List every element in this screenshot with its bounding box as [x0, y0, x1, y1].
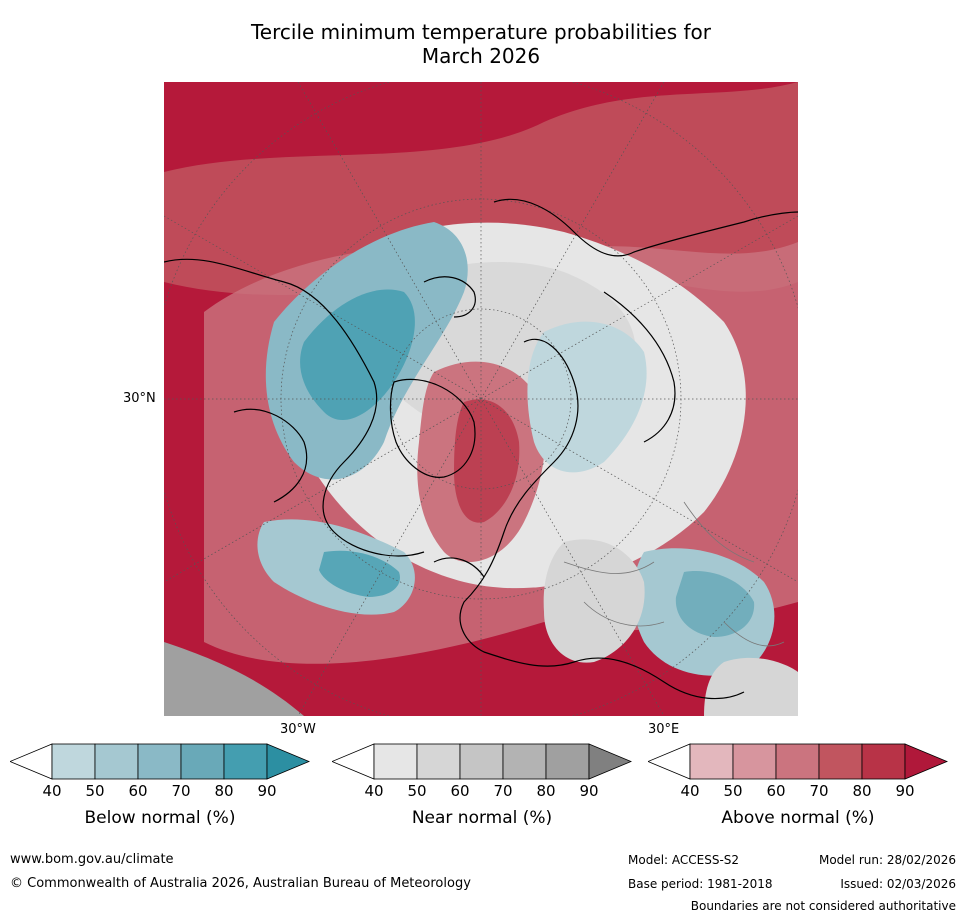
country-boundaries: [563, 501, 785, 647]
cb-above-tick-80: 80: [852, 782, 872, 800]
cb-above-swatch-60-70: [775, 743, 820, 780]
colorbar-below-normal-swatches: [10, 743, 310, 780]
cb-near-min-arrow: [332, 743, 375, 780]
cb-near-swatch-60-70: [459, 743, 504, 780]
cb-near-tick-90: 90: [579, 782, 599, 800]
cb-near-tick-40: 40: [364, 782, 384, 800]
map-title: Tercile minimum temperature probabilitie…: [164, 20, 798, 68]
title-line-1: Tercile minimum temperature probabilitie…: [250, 20, 712, 44]
cb-below-swatch-40-50: [51, 743, 96, 780]
copyright-text: © Commonwealth of Australia 2026, Austra…: [10, 876, 471, 891]
cb-above-tick-60: 60: [766, 782, 786, 800]
cb-below-tick-90: 90: [257, 782, 277, 800]
cb-near-title: Near normal (%): [411, 808, 553, 828]
title-line-2: March 2026: [421, 44, 541, 68]
coastline-europe: [459, 338, 745, 700]
cb-above-tick-90: 90: [895, 782, 915, 800]
cb-below-title: Below normal (%): [84, 808, 236, 828]
coastline-siberia: [493, 198, 798, 257]
boundaries-disclaimer: Boundaries are not considered authoritat…: [690, 899, 956, 913]
cb-near-swatch-50-60: [416, 743, 461, 780]
latitude-label-30n: 30°N: [123, 391, 156, 406]
below-normal-canada-core: [300, 289, 415, 421]
cb-above-tick-70: 70: [809, 782, 829, 800]
issued-date: Issued: 02/03/2026: [840, 877, 956, 891]
cb-near-max-arrow: [588, 743, 632, 780]
cb-below-tick-40: 40: [42, 782, 62, 800]
cb-below-max-arrow: [266, 743, 310, 780]
cb-near-tick-80: 80: [536, 782, 556, 800]
boundary-4: [723, 621, 785, 647]
cb-above-swatch-50-60: [732, 743, 777, 780]
base-period: Base period: 1981-2018: [628, 877, 773, 891]
map-svg: [164, 82, 798, 716]
cb-above-min-arrow: [648, 743, 691, 780]
coastlines: [164, 198, 798, 700]
below-normal-siberia: [527, 321, 647, 473]
coastline-british-isles: [433, 557, 485, 578]
coastline-north-america: [164, 258, 425, 557]
cb-below-swatch-60-70: [137, 743, 182, 780]
boundary-1: [563, 561, 655, 574]
model-run-date: Model run: 28/02/2026: [818, 853, 956, 867]
probability-map: [164, 82, 798, 716]
website-link[interactable]: www.bom.gov.au/climate: [10, 852, 174, 867]
cb-below-tick-80: 80: [214, 782, 234, 800]
below-normal-asia-core: [675, 571, 755, 637]
cb-below-swatch-50-60: [94, 743, 139, 780]
cb-near-tick-60: 60: [450, 782, 470, 800]
cb-below-swatch-80-90: [223, 743, 268, 780]
cb-above-max-arrow: [904, 743, 948, 780]
cb-below-swatch-70-80: [180, 743, 225, 780]
cb-above-tick-40: 40: [680, 782, 700, 800]
below-normal-atlantic-core: [319, 550, 400, 597]
cb-near-swatch-70-80: [502, 743, 547, 780]
cb-above-tick-50: 50: [723, 782, 743, 800]
cb-below-min-arrow: [10, 743, 53, 780]
coastline-scandinavia: [603, 291, 676, 443]
model-name: Model: ACCESS-S2: [628, 853, 740, 867]
longitude-label-30w: 30°W: [280, 722, 316, 737]
cb-near-tick-70: 70: [493, 782, 513, 800]
colorbar-near-normal: 40 50 60 70 80 90 Near normal (%): [332, 742, 632, 842]
near-normal-asia: [543, 539, 645, 663]
colorbar-below-normal: 40 50 60 70 80 90 Below normal (%): [10, 742, 310, 842]
cb-above-swatch-70-80: [818, 743, 863, 780]
colorbar-near-normal-swatches: [332, 743, 632, 780]
graticule-lat-70: [390, 308, 572, 490]
band-above-70: [164, 82, 798, 295]
cb-below-tick-70: 70: [171, 782, 191, 800]
cb-below-tick-60: 60: [128, 782, 148, 800]
cb-near-tick-50: 50: [407, 782, 427, 800]
near-normal-southeast-corner: [704, 657, 798, 716]
above-normal-arctic-core: [454, 399, 520, 523]
coastline-arctic-islands: [423, 276, 476, 318]
boundary-3: [683, 501, 755, 563]
cb-above-title: Above normal (%): [721, 808, 875, 828]
coastline-greenland: [389, 378, 476, 478]
cb-above-swatch-80-90: [861, 743, 906, 780]
boundary-2: [583, 601, 665, 627]
longitude-label-30e: 30°E: [648, 722, 680, 737]
cb-near-swatch-40-50: [373, 743, 418, 780]
cb-below-tick-50: 50: [85, 782, 105, 800]
colorbar-above-normal: 40 50 60 70 80 90 Above normal (%): [648, 742, 948, 842]
graticule: [164, 82, 798, 716]
colorbar-above-normal-swatches: [648, 743, 948, 780]
cb-near-swatch-80-90: [545, 743, 590, 780]
cb-above-swatch-40-50: [689, 743, 734, 780]
coastline-hudson-bay: [233, 408, 308, 503]
near-normal-pacific-corner: [164, 642, 304, 716]
